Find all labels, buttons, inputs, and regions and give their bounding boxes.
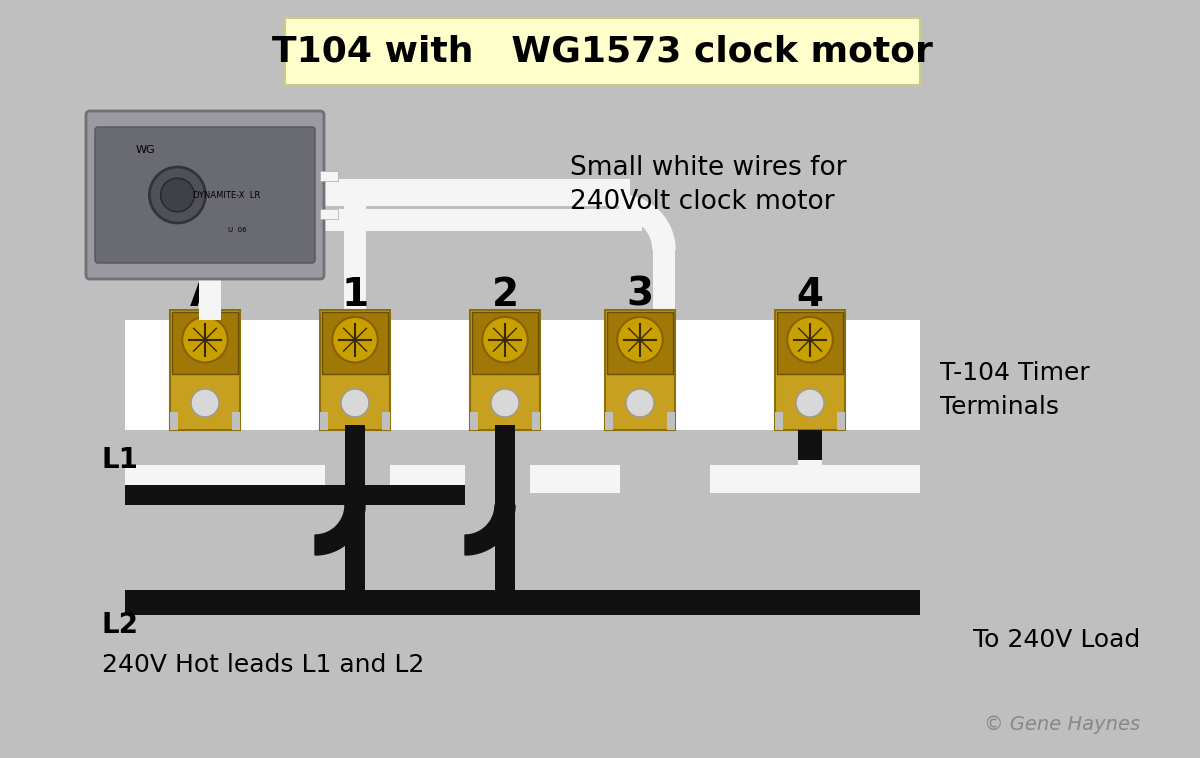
Text: U  06: U 06 (228, 227, 247, 233)
Bar (232, 412, 240, 430)
Bar (170, 310, 240, 430)
Bar (320, 412, 328, 430)
Bar (382, 412, 390, 430)
Bar (344, 184, 366, 331)
Bar (390, 465, 464, 493)
Polygon shape (314, 505, 365, 555)
Bar (320, 179, 630, 206)
Bar (775, 310, 845, 430)
Bar (667, 412, 674, 430)
Bar (125, 590, 920, 615)
Bar (470, 412, 478, 430)
Bar (472, 312, 538, 374)
Bar (710, 465, 910, 493)
Circle shape (191, 389, 218, 417)
Bar (125, 485, 314, 505)
Bar (798, 430, 822, 493)
Bar (494, 425, 515, 575)
Circle shape (149, 167, 205, 223)
Bar (880, 465, 920, 493)
FancyBboxPatch shape (86, 111, 324, 279)
Bar (605, 310, 674, 430)
Bar (530, 465, 620, 493)
Text: L2: L2 (102, 611, 139, 639)
Bar (532, 412, 540, 430)
Polygon shape (620, 195, 674, 250)
Circle shape (796, 389, 824, 417)
Text: 1: 1 (342, 276, 368, 314)
Bar (346, 485, 365, 610)
Text: 3: 3 (626, 276, 654, 314)
Text: T-104 Timer
Terminals: T-104 Timer Terminals (940, 362, 1090, 418)
Text: Small white wires for
240Volt clock motor: Small white wires for 240Volt clock moto… (570, 155, 847, 215)
Bar (172, 312, 238, 374)
Bar (494, 485, 515, 610)
Bar (838, 412, 845, 430)
Circle shape (332, 317, 378, 362)
Text: WG: WG (136, 146, 156, 155)
Bar (346, 425, 365, 575)
Circle shape (491, 389, 520, 417)
Bar (232, 209, 320, 219)
Circle shape (626, 389, 654, 417)
Bar (810, 465, 920, 493)
Bar (653, 250, 674, 320)
Circle shape (341, 389, 370, 417)
Bar (607, 312, 673, 374)
Bar (355, 184, 620, 206)
Circle shape (161, 178, 194, 211)
Bar (775, 412, 784, 430)
Bar (125, 485, 464, 505)
Bar (170, 412, 178, 430)
Bar (470, 310, 540, 430)
FancyBboxPatch shape (95, 127, 314, 263)
Bar (798, 430, 822, 460)
Bar (199, 219, 221, 320)
Circle shape (787, 317, 833, 362)
Bar (320, 184, 355, 206)
Bar (320, 209, 338, 219)
Bar (605, 412, 613, 430)
Bar (284, 18, 920, 85)
Bar (125, 320, 920, 430)
Text: 2: 2 (492, 276, 518, 314)
Bar (778, 312, 842, 374)
Text: © Gene Haynes: © Gene Haynes (984, 716, 1140, 735)
Bar (320, 310, 390, 430)
Circle shape (617, 317, 662, 362)
Bar (320, 209, 642, 231)
Text: L1: L1 (102, 446, 139, 474)
Text: 240V Hot leads L1 and L2: 240V Hot leads L1 and L2 (102, 653, 425, 677)
Bar (320, 171, 338, 181)
Text: T104 with   WG1573 clock motor: T104 with WG1573 clock motor (272, 35, 932, 68)
Polygon shape (464, 505, 515, 555)
Text: A: A (190, 276, 220, 314)
Circle shape (182, 317, 228, 362)
Text: To 240V Load: To 240V Load (973, 628, 1140, 652)
Circle shape (482, 317, 528, 362)
Bar (125, 465, 325, 493)
Bar (322, 312, 388, 374)
Text: DYNAMITE-X  LR: DYNAMITE-X LR (193, 190, 260, 199)
Text: 4: 4 (797, 276, 823, 314)
